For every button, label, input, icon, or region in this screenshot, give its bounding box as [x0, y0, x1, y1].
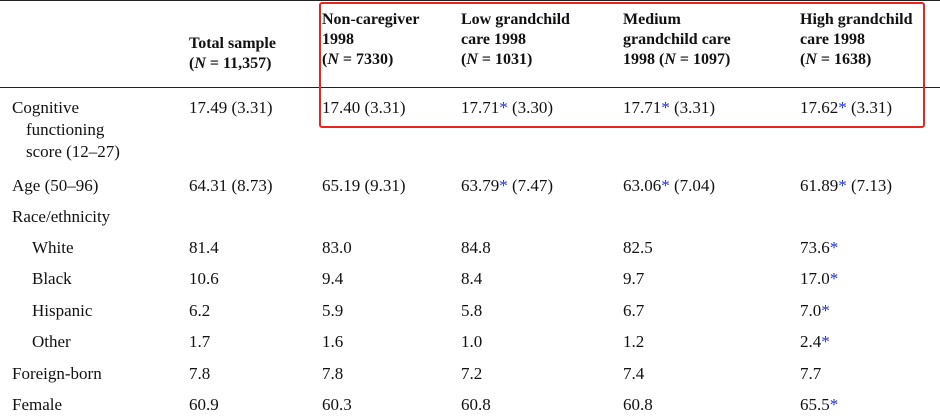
row-label: Hispanic	[32, 301, 93, 320]
table-cell: 60.9	[189, 395, 219, 414]
table-cell: 7.0*	[800, 301, 830, 320]
header-col0-n: (N = 11,357)	[189, 55, 272, 72]
table-cell: 10.6	[189, 269, 219, 288]
header-col4-line1: High grandchild	[800, 11, 913, 28]
row-label: functioning	[26, 120, 105, 139]
table-cell: 17.49 (3.31)	[189, 98, 273, 117]
significance-star: *	[838, 98, 847, 117]
row-label: White	[32, 238, 74, 257]
table-cell: 6.7	[623, 301, 645, 320]
table-cell: 83.0	[322, 238, 352, 257]
table-cell: 73.6*	[800, 238, 839, 257]
table-cell: 7.2	[461, 364, 483, 383]
significance-star: *	[829, 395, 839, 414]
row-label: Race/ethnicity	[12, 207, 111, 226]
table-cell: 17.71* (3.30)	[461, 98, 554, 117]
table-cell: 8.4	[461, 269, 483, 288]
row-label: Age (50–96)	[12, 176, 99, 195]
header-col3-line2: grandchild care	[623, 31, 731, 48]
highlight-box	[319, 2, 925, 128]
header-col2-line2: care 1998	[461, 31, 527, 48]
header-col1-line1: Non-caregiver	[322, 11, 420, 28]
table-cell: 60.8	[623, 395, 653, 414]
header-col3-line3: 1998 (N = 1097)	[623, 51, 731, 68]
header-col3-line1: Medium	[623, 11, 681, 28]
header-col1-line2: 1998	[322, 31, 354, 48]
table-cell: 17.71* (3.31)	[623, 98, 716, 117]
table-cell: 65.19 (9.31)	[322, 176, 406, 195]
row-label: score (12–27)	[26, 142, 120, 161]
row-label: Black	[32, 269, 72, 288]
table-cell: 1.0	[461, 332, 483, 351]
table-cell: 81.4	[189, 238, 219, 257]
table-cell: 17.0*	[800, 269, 839, 288]
table-cell: 63.79* (7.47)	[461, 176, 554, 195]
table-cell: 63.06* (7.04)	[623, 176, 716, 195]
header-col2-line1: Low grandchild	[461, 11, 570, 28]
table-cell: 60.3	[322, 395, 352, 414]
significance-star: *	[821, 301, 830, 320]
significance-star: *	[829, 238, 839, 257]
table-cell: 1.2	[623, 332, 645, 351]
top-rule	[0, 0, 940, 1]
table-cell: 7.8	[322, 364, 344, 383]
significance-star: *	[499, 98, 508, 117]
row-label: Cognitive	[12, 98, 80, 117]
table-cell: 64.31 (8.73)	[189, 176, 273, 195]
header-col0-line1: Total sample	[189, 35, 276, 52]
table-cell: 65.5*	[800, 395, 839, 414]
table-cell: 61.89* (7.13)	[800, 176, 893, 195]
table-cell: 7.8	[189, 364, 211, 383]
table-cell: 1.7	[189, 332, 211, 351]
header-col4-line2: care 1998	[800, 31, 866, 48]
table-cell: 9.4	[322, 269, 344, 288]
table-cell: 9.7	[623, 269, 645, 288]
table-cell: 84.8	[461, 238, 491, 257]
header-col2-n: (N = 1031)	[461, 51, 533, 68]
table-cell: 82.5	[623, 238, 653, 257]
table-cell: 2.4*	[800, 332, 830, 351]
significance-star: *	[661, 176, 670, 195]
table-cell: 60.8	[461, 395, 491, 414]
table-cell: 1.6	[322, 332, 344, 351]
significance-star: *	[499, 176, 508, 195]
significance-star: *	[661, 98, 670, 117]
significance-star: *	[838, 176, 847, 195]
row-label: Other	[32, 332, 71, 351]
significance-star: *	[829, 269, 839, 288]
header-col1-n: (N = 7330)	[322, 51, 394, 68]
header-rule	[0, 87, 940, 88]
table-cell: 5.9	[322, 301, 344, 320]
header-col4-n: (N = 1638)	[800, 51, 872, 68]
row-label: Female	[12, 395, 63, 414]
significance-star: *	[821, 332, 830, 351]
table-cell: 7.4	[623, 364, 645, 383]
table-cell: 7.7	[800, 364, 822, 383]
table-cell: 17.40 (3.31)	[322, 98, 406, 117]
table-cell: 5.8	[461, 301, 483, 320]
table-cell: 17.62* (3.31)	[800, 98, 893, 117]
row-label: Foreign-born	[12, 364, 102, 383]
table-cell: 6.2	[189, 301, 211, 320]
